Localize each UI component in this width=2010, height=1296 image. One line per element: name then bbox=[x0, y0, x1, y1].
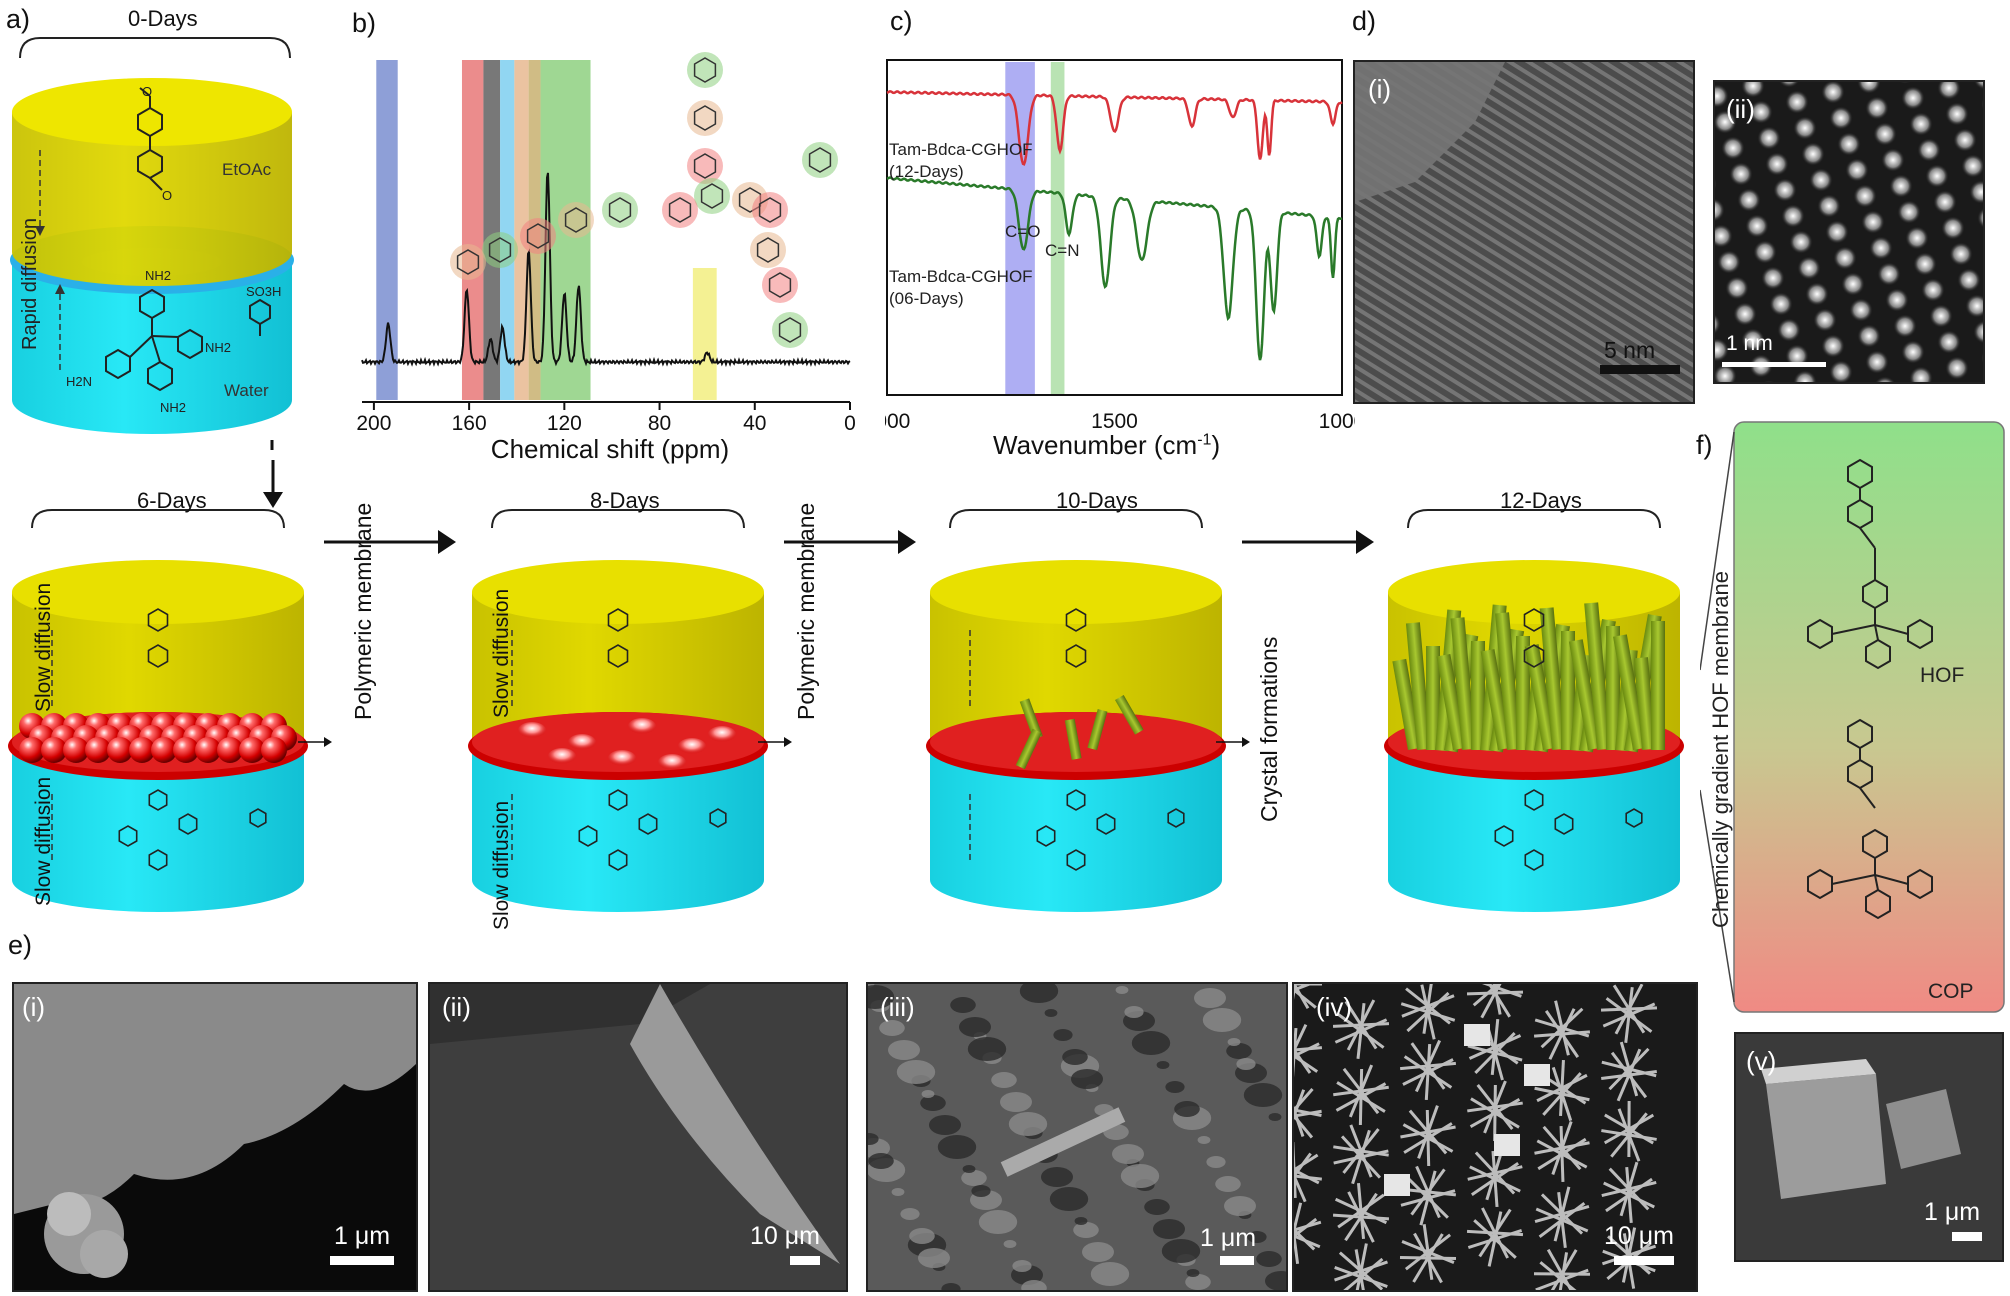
sem-v-label: (v) bbox=[1746, 1046, 1777, 1076]
sem-image-iv bbox=[1292, 982, 1698, 1292]
stage-2-cylinder bbox=[468, 509, 768, 912]
stage-4-day: 12-Days bbox=[1500, 488, 1582, 513]
stage-3-side: Crystal formations bbox=[1256, 636, 1282, 822]
stage-3-day: 10-Days bbox=[1056, 488, 1138, 513]
sem-image-i bbox=[12, 982, 418, 1292]
ftir-band-1 bbox=[1050, 62, 1065, 394]
nmr-band-1 bbox=[461, 60, 484, 400]
tem-ii-scale-text: 1 nm bbox=[1726, 332, 1773, 355]
tem-ii-scalebar bbox=[1722, 362, 1826, 367]
sem-iv-scale-text: 10 μm bbox=[1604, 1222, 1674, 1250]
nmr-tick-5: 0 bbox=[844, 412, 856, 435]
sem-iv-scalebar bbox=[1614, 1256, 1674, 1265]
sem-iv-label: (iv) bbox=[1316, 992, 1353, 1022]
nmr-tick-0: 200 bbox=[356, 412, 391, 435]
svg-text:O: O bbox=[162, 188, 172, 203]
panel-label-f: f) bbox=[1696, 430, 1713, 460]
ftir-annot-cn: C=N bbox=[1045, 241, 1079, 260]
panel-label-d: d) bbox=[1352, 6, 1377, 36]
tem-i-scalebar bbox=[1600, 365, 1680, 374]
nmr-tick-2: 120 bbox=[547, 412, 582, 435]
stage-3-cylinder bbox=[926, 509, 1226, 912]
sem-ii-scale-text: 10 μm bbox=[750, 1222, 820, 1250]
stage-1-cylinder bbox=[8, 509, 308, 912]
stage-4-cylinder bbox=[1384, 509, 1684, 912]
stage-1-diff-top: Slow diffusion bbox=[32, 582, 55, 712]
stage-1-side: Polymeric membrane bbox=[350, 502, 376, 720]
ftir-series-2-sub: (06-Days) bbox=[889, 289, 964, 308]
nmr-band-2 bbox=[483, 60, 501, 400]
panel-f-vertical-label: Chemically gradient HOF membrane bbox=[1708, 571, 1733, 928]
down-arrow bbox=[263, 460, 283, 508]
panel-label-a: a) bbox=[6, 4, 31, 34]
ftir-annot-co: C=O bbox=[1005, 222, 1040, 241]
nmr-tick-1: 160 bbox=[452, 412, 487, 435]
sem-v-scalebar bbox=[1952, 1232, 1982, 1241]
stage-2-day: 8-Days bbox=[590, 488, 660, 513]
stage-1-diff-bottom: Slow diffusion bbox=[32, 776, 55, 906]
panel-f-bottom-label: COP bbox=[1928, 980, 1974, 1003]
sem-i-scale-text: 1 μm bbox=[334, 1222, 391, 1250]
ftir-chart: 2000 1500 1000 Tam-Bdca-CGHOF (12-Days) Ta… bbox=[885, 59, 1355, 433]
ftir-xlabel: Wavenumber (cm-1) bbox=[993, 430, 1221, 460]
nmr-tick-4: 40 bbox=[743, 412, 766, 435]
svg-text:Water: Water bbox=[224, 381, 269, 400]
sem-ii-scalebar bbox=[790, 1256, 820, 1265]
ftir-tick-1: 1500 bbox=[1091, 410, 1138, 433]
nmr-tick-3: 80 bbox=[648, 412, 671, 435]
sem-image-iii bbox=[866, 982, 1288, 1292]
panel-a-cylinder: O O NH2 NH2 H2N NH2 SO3H EtOAc Water Rap… bbox=[10, 37, 294, 450]
sem-i-label: (i) bbox=[22, 992, 46, 1022]
panel-label-e: e) bbox=[8, 930, 33, 960]
nmr-xlabel: Chemical shift (ppm) bbox=[491, 434, 729, 464]
sem-v-scale-text: 1 μm bbox=[1924, 1198, 1981, 1226]
nmr-band-0 bbox=[376, 60, 398, 400]
sem-i-scalebar bbox=[330, 1256, 394, 1265]
sem-ii-label: (ii) bbox=[442, 992, 471, 1022]
sem-image-v bbox=[1734, 1032, 2004, 1262]
ftir-series-2-name: Tam-Bdca-CGHOF bbox=[889, 267, 1033, 286]
sem-iii-scalebar bbox=[1220, 1256, 1254, 1265]
tem-image-ii bbox=[1713, 80, 1985, 384]
svg-text:NH2: NH2 bbox=[145, 268, 171, 283]
svg-text:Rapid diffusion: Rapid diffusion bbox=[19, 218, 41, 350]
stage-2-side: Polymeric membrane bbox=[793, 502, 819, 720]
stage-2-diff-bottom: Slow diffusion bbox=[490, 800, 513, 930]
stage-cylinders bbox=[8, 509, 1684, 912]
stage-1-day: 6-Days bbox=[137, 488, 207, 513]
tem-image-i bbox=[1353, 60, 1695, 404]
svg-text:O: O bbox=[142, 84, 152, 99]
panel-label-b: b) bbox=[352, 8, 377, 38]
panel-label-c: c) bbox=[890, 6, 913, 36]
ftir-tick-0: 2000 bbox=[885, 410, 910, 433]
ftir-series-1-name: Tam-Bdca-CGHOF bbox=[889, 140, 1033, 159]
sem-iii-label: (iii) bbox=[880, 992, 915, 1022]
svg-text:NH2: NH2 bbox=[205, 340, 231, 355]
ftir-tick-2: 1000 bbox=[1319, 410, 1355, 433]
panel-f: HOF COP Chemically gradient HOF membrane bbox=[1700, 421, 2005, 1013]
svg-text:EtOAc: EtOAc bbox=[222, 160, 272, 179]
nmr-band-7 bbox=[692, 268, 717, 400]
sem-image-ii bbox=[428, 982, 848, 1292]
svg-text:H2N: H2N bbox=[66, 374, 92, 389]
ftir-series-1-sub: (12-Days) bbox=[889, 162, 964, 181]
nmr-band-3 bbox=[500, 60, 515, 400]
panel-f-top-label: HOF bbox=[1920, 664, 1964, 687]
svg-text:SO3H: SO3H bbox=[246, 284, 281, 299]
panel-a-day-title: 0-Days bbox=[128, 6, 198, 31]
stage-2-diff-top: Slow diffusion bbox=[490, 588, 513, 718]
tem-ii-label: (ii) bbox=[1726, 94, 1755, 124]
tem-i-label: (i) bbox=[1368, 74, 1392, 104]
sem-iii-scale-text: 1 μm bbox=[1200, 1224, 1257, 1252]
tem-i-scale-text: 5 nm bbox=[1604, 337, 1656, 363]
nmr-chart: 200 160 120 80 40 0 Chemical shift (ppm) bbox=[356, 52, 856, 464]
svg-text:NH2: NH2 bbox=[160, 400, 186, 415]
